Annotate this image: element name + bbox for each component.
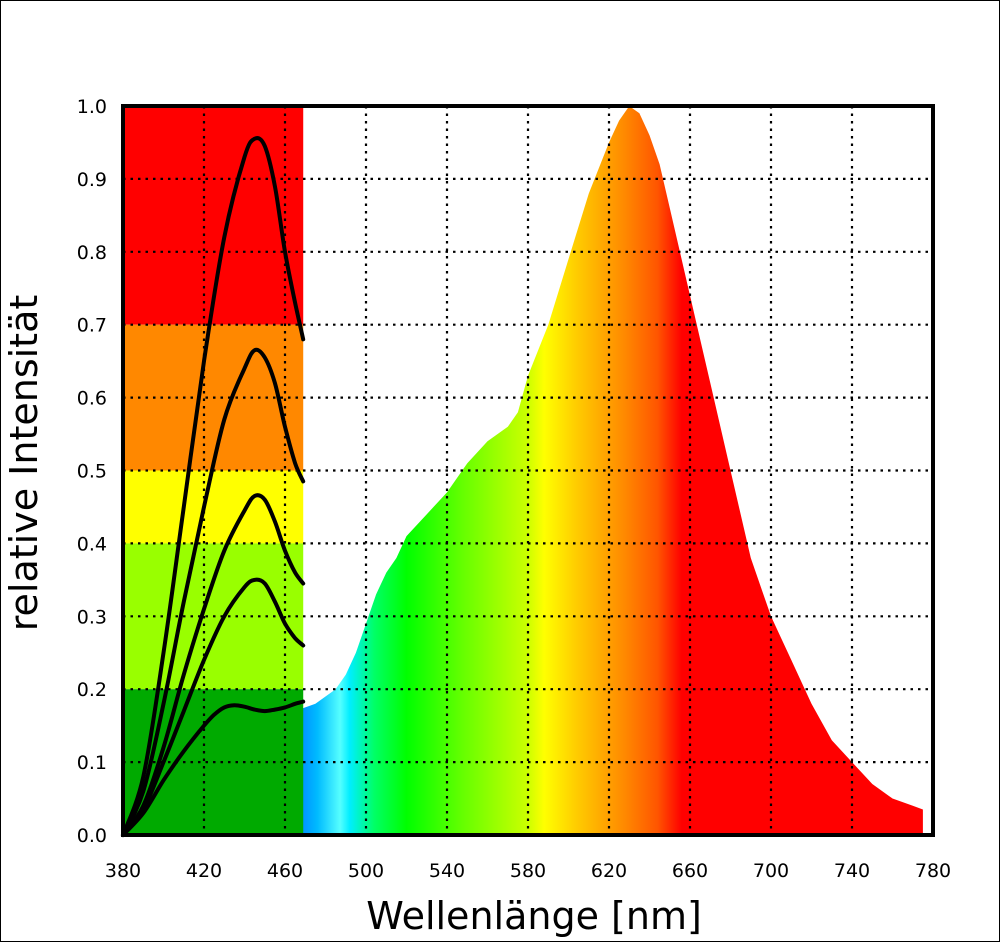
x-tick-label: 500 [348, 860, 384, 882]
x-tick-label: 620 [591, 860, 627, 882]
inset-curve [121, 136, 306, 837]
x-tick-labels: 380 420 460 500 540 580 620 660 700 740 780 [105, 860, 951, 882]
x-axis-title: Wellenlänge [nm] [366, 894, 702, 938]
inset-curves-layer [121, 136, 306, 837]
y-tick-label: 1.0 [77, 96, 107, 118]
y-tick-label: 0.1 [77, 752, 107, 774]
x-tick-label: 420 [186, 860, 222, 882]
grid-layer [123, 106, 933, 835]
inset-curve [121, 699, 306, 837]
inset-band [123, 106, 304, 325]
x-tick-label: 380 [105, 860, 141, 882]
x-tick-label: 660 [672, 860, 708, 882]
y-tick-label: 0.0 [77, 825, 107, 847]
x-tick-label: 460 [267, 860, 303, 882]
x-tick-label: 580 [510, 860, 546, 882]
y-tick-label: 0.5 [77, 461, 107, 483]
y-tick-label: 0.4 [77, 533, 107, 555]
y-tick-label: 0.7 [77, 315, 107, 337]
y-tick-label: 0.2 [77, 679, 107, 701]
plot-frame [121, 104, 935, 837]
inset-curve [121, 347, 306, 837]
x-tick-label: 540 [429, 860, 465, 882]
y-tick-labels: 0.0 0.1 0.2 0.3 0.4 0.5 0.6 0.7 0.8 0.9 1.0 [77, 96, 107, 847]
inset-curve [121, 577, 306, 837]
y-tick-label: 0.6 [77, 388, 107, 410]
y-tick-label: 0.9 [77, 169, 107, 191]
inset-band [123, 470, 304, 544]
y-axis-title: relative Intensität [2, 295, 46, 632]
x-tick-label: 740 [834, 860, 870, 882]
y-tick-label: 0.8 [77, 242, 107, 264]
x-tick-label: 780 [915, 860, 951, 882]
x-tick-label: 700 [753, 860, 789, 882]
y-tick-label: 0.3 [77, 606, 107, 628]
inset-curve [121, 493, 306, 837]
